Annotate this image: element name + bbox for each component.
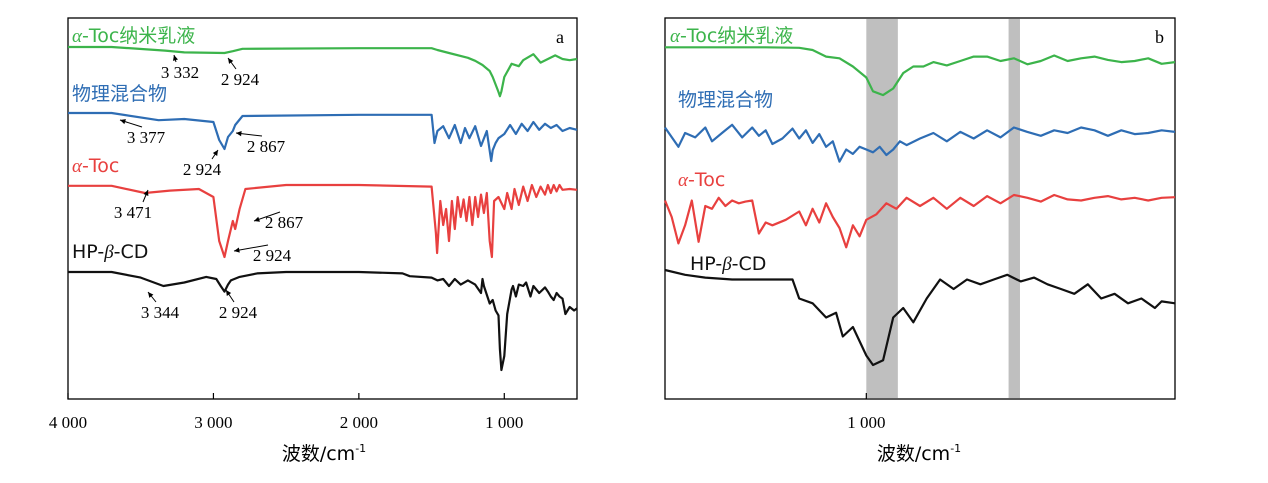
panel-a: 4 000 3 000 2 000 1 000 3 332 2 924 3 377 2 86… (49, 17, 578, 465)
panel-a-xtick-label: 1 000 (485, 413, 523, 432)
panel-b-series-label: HP-β-CD (690, 253, 766, 275)
panel-a-arrowhead (226, 290, 232, 296)
panel-a-arrowhead (254, 216, 260, 222)
panel-a-series-2 (68, 183, 578, 259)
panel-a-annotation: 2 924 (221, 70, 260, 89)
panel-b-letter: b (1155, 27, 1164, 47)
panel-a-annotation: 2 867 (265, 213, 304, 232)
panel-a-arrowhead (228, 58, 234, 64)
panel-b-series-label: α-Toc (678, 169, 725, 191)
panel-b-xlabel: 波数/cm-1 (877, 442, 961, 465)
panel-a-arrowhead (236, 131, 242, 137)
panel-b-series-label: 物理混合物 (678, 89, 773, 111)
panel-a-frame (67, 17, 578, 400)
panel-a-annotation: 2 924 (183, 160, 222, 179)
panel-a-arrowhead (172, 55, 178, 61)
panel-b-series-3 (664, 268, 1176, 367)
panel-a-annotation: 3 471 (114, 203, 152, 222)
panel-a-arrowhead (120, 119, 126, 125)
panel-a-series-1 (68, 111, 578, 163)
panel-b-frame (664, 17, 1176, 400)
panel-a-series-0 (68, 45, 578, 98)
panel-a-series-label: HP-β-CD (72, 241, 148, 263)
panel-a-annotation: 2 924 (253, 246, 292, 265)
panel-b-series-2 (663, 193, 1176, 249)
panel-a-xlabel: 波数/cm-1 (282, 442, 366, 465)
panel-a-series-3 (68, 270, 578, 372)
panel-a-annotation: 3 332 (161, 63, 199, 82)
panel-b-series-label: α-Toc纳米乳液 (670, 25, 793, 47)
panel-b-xtick-label: 1 000 (847, 413, 885, 432)
highlight-band (1008, 19, 1020, 398)
panel-a-arrowhead (234, 247, 240, 253)
panel-a-xtick-label: 3 000 (194, 413, 232, 432)
panel-b-series-1 (664, 123, 1176, 163)
panel-a-series-label: 物理混合物 (72, 83, 167, 105)
panel-a-letter: a (556, 27, 564, 47)
panel-a-annotation: 3 377 (127, 128, 166, 147)
panel-a-annotation-arrow (233, 244, 269, 252)
panel-a-annotation: 3 344 (141, 303, 180, 322)
panel-a-series-label: α-Toc (72, 155, 119, 177)
panel-a-arrowhead (143, 190, 149, 196)
panel-b-series-0 (665, 46, 1176, 97)
panel-a-annotation: 2 867 (247, 137, 286, 156)
panel-a-xtick-label: 4 000 (49, 413, 87, 432)
panel-a-arrowhead (212, 150, 218, 156)
panel-a-arrowhead (148, 292, 154, 298)
panel-a-xtick-label: 2 000 (340, 413, 378, 432)
panel-a-annotation: 2 924 (219, 303, 258, 322)
panel-a-series-label: α-Toc纳米乳液 (72, 25, 195, 47)
